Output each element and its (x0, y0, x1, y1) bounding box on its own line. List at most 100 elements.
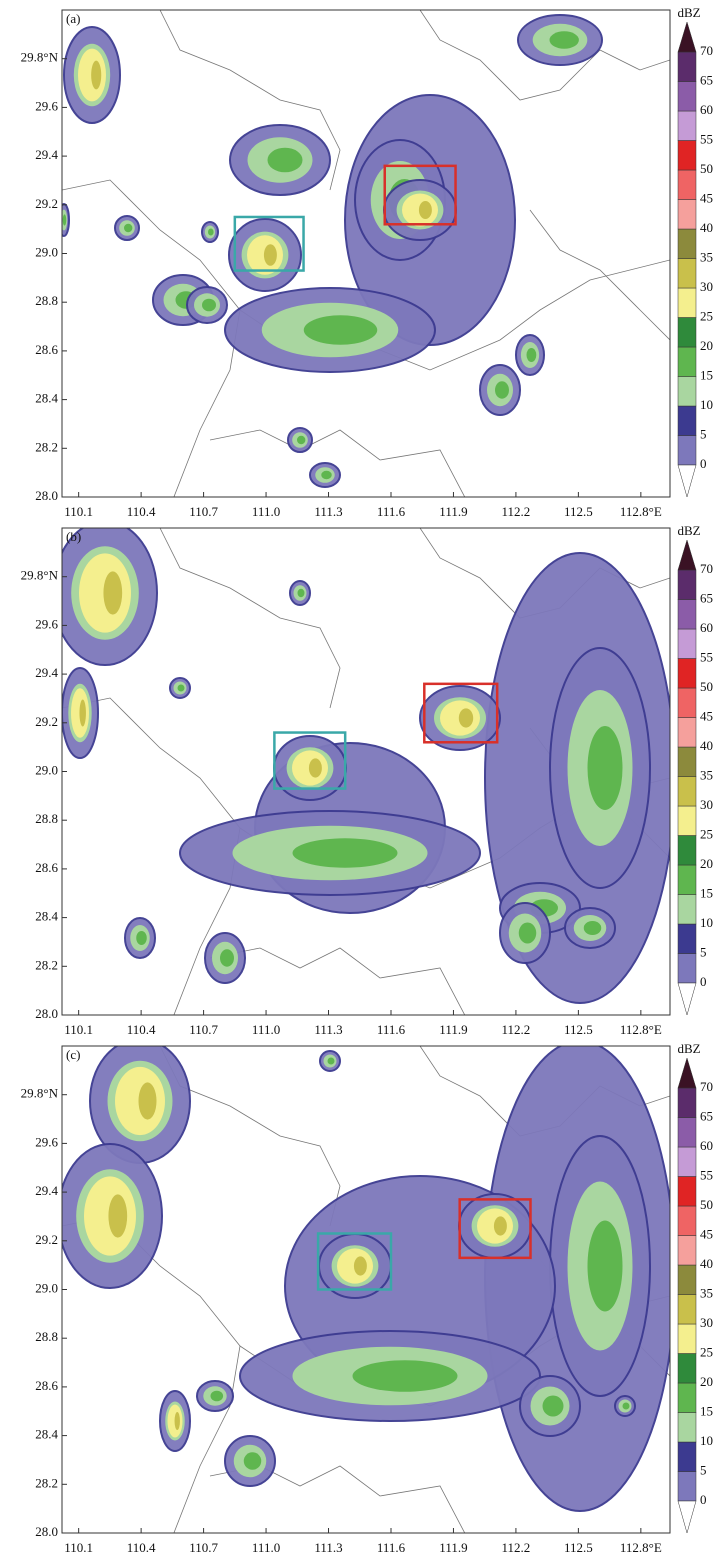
colorbar-label: 25 (700, 826, 713, 841)
x-tick-label: 110.1 (64, 1022, 93, 1037)
colorbar-label: 45 (700, 1226, 713, 1241)
colorbar-segment (677, 1264, 697, 1295)
y-tick-label: 28.8 (35, 811, 58, 826)
echo (352, 1360, 458, 1392)
y-tick-label: 28.2 (35, 439, 58, 454)
x-tick-label: 112.8°E (620, 1540, 662, 1555)
colorbar-label: 55 (700, 131, 713, 146)
colorbar-title: dBZ (677, 1041, 700, 1056)
y-tick-label: 29.4 (35, 665, 58, 680)
colorbar-label: 70 (700, 561, 713, 576)
colorbar-label: 40 (700, 1256, 713, 1271)
colorbar-label: 45 (700, 190, 713, 205)
boundary (209, 947, 466, 1015)
map-panel: (b) 110.1 110.4 110.7 111.0 111.3 111.6 111.9 11… (21, 523, 713, 1037)
boundary (209, 429, 466, 497)
echo (418, 201, 432, 219)
echo (327, 1057, 335, 1065)
colorbar-segment (677, 81, 697, 112)
echo (297, 588, 305, 598)
panel-label: (a) (66, 11, 80, 26)
colorbar-segment (677, 317, 697, 348)
echo (267, 147, 303, 173)
colorbar-segment (677, 569, 697, 600)
x-tick-label: 112.5 (564, 1540, 593, 1555)
colorbar-segment (677, 1294, 697, 1325)
x-tick-label: 110.7 (189, 1540, 218, 1555)
colorbar-label: 10 (700, 397, 713, 412)
colorbar-over (677, 21, 697, 53)
x-tick-label: 110.1 (64, 504, 93, 519)
colorbar-over (677, 1057, 697, 1089)
x-tick-label: 111.3 (314, 504, 342, 519)
colorbar-label: 5 (700, 944, 707, 959)
colorbar-segment (677, 228, 697, 259)
y-tick-label: 28.6 (35, 860, 58, 875)
y-tick-label: 28.2 (35, 957, 58, 972)
colorbar-label: 20 (700, 1374, 713, 1389)
echo (62, 214, 67, 226)
colorbar-label: 30 (700, 797, 713, 812)
x-tick-label: 111.9 (439, 1022, 467, 1037)
colorbar-label: 30 (700, 1315, 713, 1330)
y-tick-label: 29.4 (35, 147, 58, 162)
radar-field (62, 528, 670, 1015)
echo (177, 684, 185, 692)
colorbar-segment (677, 628, 697, 659)
echo (174, 1412, 180, 1430)
colorbar-segment (677, 717, 697, 748)
colorbar-segment (677, 346, 697, 377)
colorbar-title: dBZ (677, 5, 700, 20)
x-tick-label: 111.0 (252, 1022, 280, 1037)
colorbar-segment (677, 746, 697, 777)
colorbar-segment (677, 658, 697, 689)
colorbar-segment (677, 1205, 697, 1236)
colorbar-segment (677, 776, 697, 807)
x-tick-label: 111.9 (439, 1540, 467, 1555)
colorbar-label: 0 (700, 974, 707, 989)
colorbar-segment (677, 376, 697, 407)
highlight-box (383, 164, 457, 226)
echo (587, 726, 623, 810)
boundary (529, 209, 670, 341)
x-tick-label: 112.5 (564, 504, 593, 519)
colorbar-label: 0 (700, 1492, 707, 1507)
x-tick-label: 110.7 (189, 504, 218, 519)
colorbar-label: 70 (700, 43, 713, 58)
colorbar-segment (677, 1323, 697, 1354)
echo (79, 699, 86, 727)
colorbar-label: 15 (700, 1403, 713, 1418)
boundary (159, 528, 341, 709)
colorbar-segment (677, 923, 697, 954)
y-tick-label: 29.0 (35, 244, 58, 259)
echo (136, 931, 147, 945)
echo (353, 1256, 367, 1276)
echo (202, 298, 216, 312)
colorbar-label: 20 (700, 856, 713, 871)
x-tick-label: 111.6 (377, 504, 406, 519)
colorbar-label: 45 (700, 708, 713, 723)
colorbar-label: 70 (700, 1079, 713, 1094)
colorbar-segment (677, 169, 697, 200)
echo (622, 1402, 630, 1410)
colorbar-segment (677, 51, 697, 82)
colorbar-label: 65 (700, 72, 713, 87)
colorbar-label: 10 (700, 1433, 713, 1448)
echo (583, 921, 602, 935)
echo (542, 1395, 564, 1417)
x-tick-label: 111.0 (252, 504, 280, 519)
y-tick-label: 29.2 (35, 1232, 58, 1247)
x-tick-label: 112.5 (564, 1022, 593, 1037)
colorbar-segment (677, 1471, 697, 1502)
highlight-box (458, 1198, 532, 1260)
y-tick-label: 28.4 (35, 1427, 58, 1442)
highlight-box (316, 1232, 393, 1291)
y-tick-label: 28.0 (35, 488, 58, 503)
colorbar-segment (677, 199, 697, 230)
highlight-box (423, 682, 499, 744)
colorbar-segment (677, 864, 697, 895)
echo (103, 571, 123, 615)
map-panel: (c) 110.1 110.4 110.7 111.0 111.3 111.6 111.9 11… (21, 1041, 713, 1555)
colorbar-label: 60 (700, 1138, 713, 1153)
